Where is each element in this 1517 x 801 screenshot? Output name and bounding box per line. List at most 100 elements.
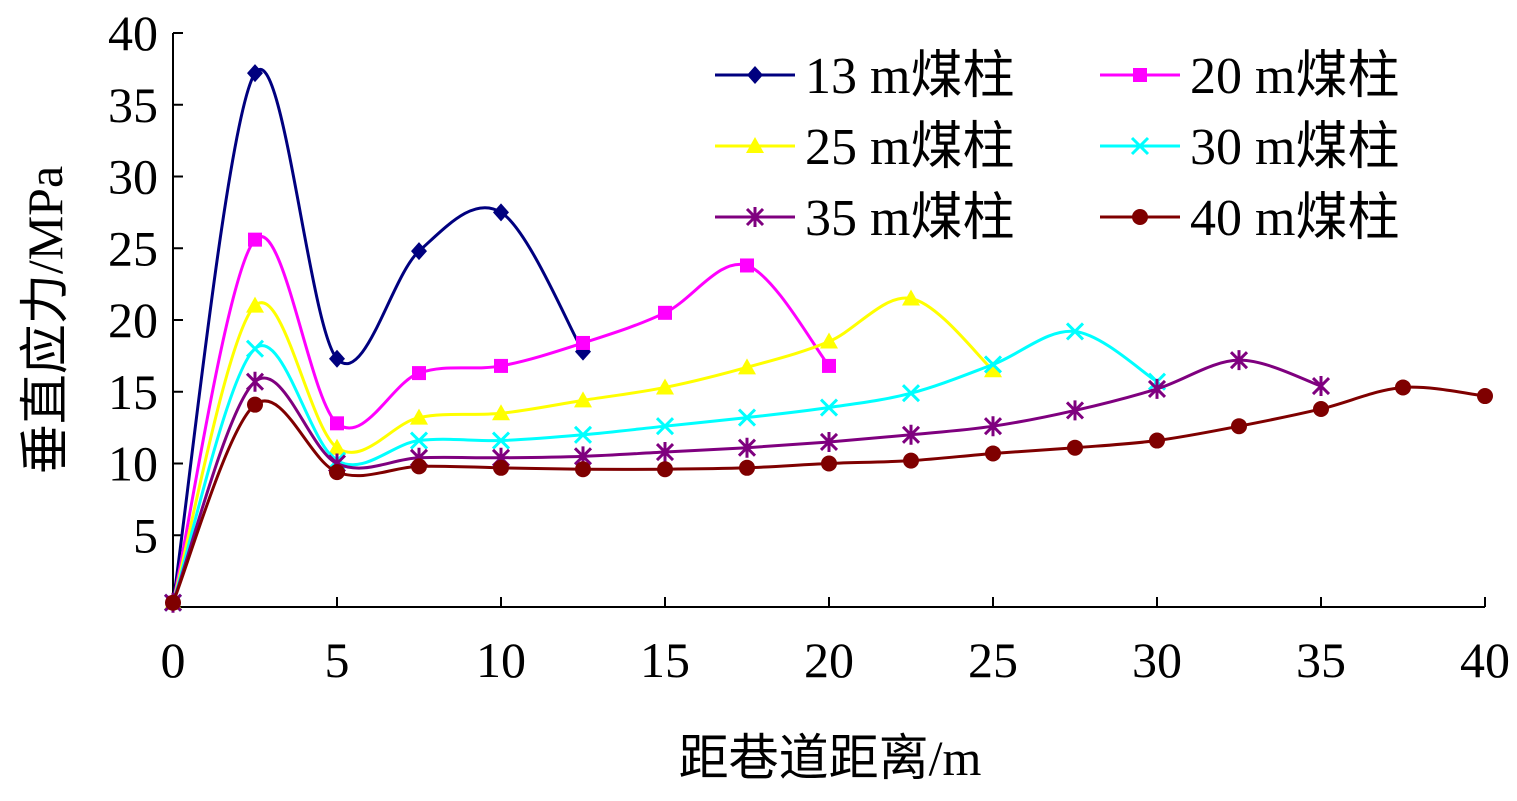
data-point	[655, 417, 675, 436]
data-point	[573, 425, 593, 444]
data-point	[245, 371, 265, 392]
data-point	[983, 416, 1003, 437]
data-point	[1477, 388, 1493, 405]
series-lines	[163, 64, 1493, 613]
data-point	[329, 349, 345, 368]
legend-marker	[1132, 209, 1148, 225]
data-point	[984, 361, 1002, 378]
data-point	[493, 203, 509, 222]
y-tick-label: 5	[133, 507, 158, 563]
series-4	[163, 350, 1331, 613]
legend-item: 40 m煤柱	[1100, 190, 1399, 247]
data-point	[822, 358, 836, 373]
y-tick-label: 15	[108, 364, 158, 420]
legend-label: 30 m煤柱	[1190, 119, 1399, 176]
series-line	[171, 235, 831, 604]
legend: 13 m煤柱 20 m煤柱 25 m煤柱 30 m煤柱 35 m煤柱 40 m煤柱	[715, 48, 1399, 247]
data-point	[412, 366, 426, 381]
data-point	[165, 594, 181, 611]
x-tick-label: 0	[161, 632, 186, 688]
data-point	[985, 445, 1001, 462]
data-point	[983, 355, 1003, 374]
legend-marker	[747, 66, 763, 84]
axes: 0 5 10 15 20 25 30 35 40 5 10 15 20 25 30 35 40	[108, 5, 1510, 688]
series-line	[171, 296, 995, 604]
data-point	[819, 431, 839, 452]
legend-marker	[1133, 68, 1147, 82]
x-tick-label: 25	[968, 632, 1018, 688]
data-point	[739, 459, 755, 476]
data-point	[658, 305, 672, 320]
data-point	[1313, 400, 1329, 417]
data-point	[411, 458, 427, 475]
y-tick-label: 10	[108, 436, 158, 492]
data-point	[1229, 350, 1249, 371]
data-point	[901, 424, 921, 445]
data-point	[247, 64, 263, 83]
data-point	[1149, 432, 1165, 449]
legend-item: 25 m煤柱	[715, 119, 1014, 176]
data-point	[902, 289, 920, 306]
x-tick-label: 30	[1132, 632, 1182, 688]
x-tick-label: 10	[476, 632, 526, 688]
series-1	[166, 232, 836, 610]
data-point	[820, 332, 838, 349]
data-point	[655, 442, 675, 463]
data-point	[1395, 379, 1411, 396]
series-line	[171, 68, 585, 603]
legend-label: 35 m煤柱	[805, 190, 1014, 247]
data-point	[1065, 400, 1085, 421]
legend-marker	[745, 207, 765, 227]
data-point	[576, 335, 590, 350]
data-point	[738, 358, 756, 375]
y-tick-label: 35	[108, 77, 158, 133]
data-point	[1231, 418, 1247, 435]
data-point	[409, 431, 429, 450]
legend-item: 13 m煤柱	[715, 48, 1014, 105]
y-tick-label: 40	[108, 5, 158, 61]
data-point	[1147, 378, 1167, 399]
data-point	[575, 461, 591, 478]
data-point	[819, 398, 839, 417]
legend-label: 40 m煤柱	[1190, 190, 1399, 247]
data-point	[491, 431, 511, 450]
data-point	[492, 404, 510, 421]
x-tick-label: 5	[325, 632, 350, 688]
legend-item: 20 m煤柱	[1100, 48, 1399, 105]
legend-label: 20 m煤柱	[1190, 48, 1399, 105]
y-axis-label: 垂直应力/MPa	[17, 166, 73, 474]
data-point	[328, 438, 346, 455]
series-5	[165, 379, 1493, 611]
data-point	[246, 296, 264, 313]
y-tick-label: 25	[108, 220, 158, 276]
data-point	[245, 339, 265, 358]
series-line	[171, 358, 1322, 604]
legend-label: 25 m煤柱	[805, 119, 1014, 176]
data-point	[1067, 439, 1083, 456]
data-point	[330, 416, 344, 431]
legend-item: 35 m煤柱	[715, 190, 1014, 247]
legend-label: 13 m煤柱	[805, 48, 1014, 105]
x-tick-label: 35	[1296, 632, 1346, 688]
data-point	[247, 396, 263, 413]
x-tick-label: 15	[640, 632, 690, 688]
data-point	[737, 437, 757, 458]
legend-marker	[746, 137, 764, 153]
data-point	[901, 384, 921, 403]
data-point	[574, 391, 592, 408]
x-axis-label: 距巷道距离/m	[679, 730, 982, 786]
data-point	[821, 455, 837, 472]
data-point	[494, 358, 508, 373]
legend-item: 30 m煤柱	[1100, 119, 1399, 176]
data-point	[657, 461, 673, 478]
y-tick-label: 20	[108, 292, 158, 348]
data-point	[1065, 322, 1085, 341]
x-tick-label: 20	[804, 632, 854, 688]
data-point	[411, 242, 427, 261]
data-point	[656, 378, 674, 395]
data-point	[493, 459, 509, 476]
x-tick-label: 40	[1460, 632, 1510, 688]
series-0	[165, 64, 591, 612]
legend-marker	[1130, 136, 1150, 156]
